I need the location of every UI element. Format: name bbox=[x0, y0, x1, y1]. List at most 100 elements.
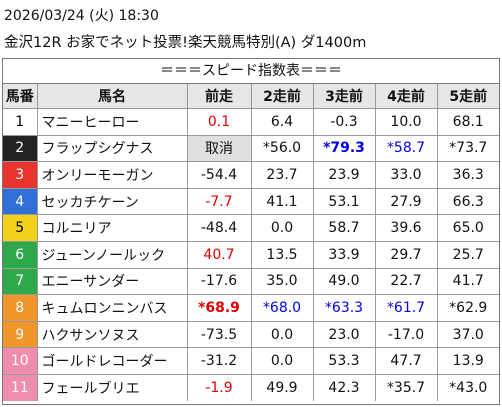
speed-index: 13.9 bbox=[436, 347, 499, 375]
horse-row: 6 ジューンノールック 40.7 13.5 33.9 29.7 25.7 bbox=[3, 240, 499, 269]
horse-number: 5 bbox=[3, 214, 38, 242]
speed-index: 6.4 bbox=[250, 108, 314, 136]
horse-name: フラップシグナス bbox=[36, 134, 188, 163]
speed-index: 68.1 bbox=[436, 108, 499, 136]
speed-index: *43.0 bbox=[436, 373, 499, 401]
horse-name: セッカチケーン bbox=[36, 187, 188, 216]
speed-index: 36.3 bbox=[436, 161, 499, 189]
horse-row: 5 コルニリア -48.4 0.0 58.7 39.6 65.0 bbox=[3, 214, 499, 242]
column-header: 馬名 bbox=[36, 84, 188, 109]
speed-index: 65.0 bbox=[436, 214, 499, 242]
horse-number: 4 bbox=[3, 187, 38, 216]
speed-index: 33.9 bbox=[312, 240, 376, 269]
horse-name: エニーサンダー bbox=[36, 267, 188, 296]
horse-number: 9 bbox=[3, 320, 38, 349]
table-title: ＝＝＝スピード指数表＝＝＝ bbox=[3, 59, 499, 84]
speed-index: 0.1 bbox=[186, 108, 252, 136]
speed-index: *62.9 bbox=[436, 294, 499, 322]
horse-name: キュムロンニンバス bbox=[36, 294, 188, 322]
column-header: 馬番 bbox=[3, 84, 38, 109]
column-header: 2走前 bbox=[250, 84, 314, 109]
speed-index: 29.7 bbox=[374, 240, 438, 269]
speed-table-box: ＝＝＝スピード指数表＝＝＝ 馬番 馬名 前走 2走前 3走前 4走前 5走前 1 マニーヒーロ… bbox=[2, 58, 500, 405]
speed-index: 25.7 bbox=[436, 240, 499, 269]
horse-row: 11 フェールブリエ -1.9 49.9 42.3 *35.7 *43.0 bbox=[3, 373, 499, 401]
speed-index: 41.7 bbox=[436, 267, 499, 296]
horse-row: 3 オンリーモーガン -54.4 23.7 23.9 33.0 36.3 bbox=[3, 161, 499, 189]
speed-index: 42.3 bbox=[312, 373, 376, 401]
speed-index: 0.0 bbox=[250, 347, 314, 375]
speed-index: 53.1 bbox=[312, 187, 376, 216]
horse-row: 1 マニーヒーロー 0.1 6.4 -0.3 10.0 68.1 bbox=[3, 108, 499, 136]
horse-name: オンリーモーガン bbox=[36, 161, 188, 189]
horse-name: フェールブリエ bbox=[36, 373, 188, 401]
speed-index: *68.0 bbox=[250, 294, 314, 322]
speed-index: 49.9 bbox=[250, 373, 314, 401]
race-title: 金沢12R お家でネット投票!楽天競馬特別(A) ダ1400m bbox=[4, 35, 367, 51]
horse-row: 4 セッカチケーン -7.7 41.1 53.1 27.9 66.3 bbox=[3, 187, 499, 216]
speed-index: -7.7 bbox=[186, 187, 252, 216]
speed-index: *56.0 bbox=[250, 134, 314, 163]
speed-index: 13.5 bbox=[250, 240, 314, 269]
speed-index: -17.6 bbox=[186, 267, 252, 296]
horse-row: 7 エニーサンダー -17.6 35.0 49.0 22.7 41.7 bbox=[3, 267, 499, 296]
horse-number: 6 bbox=[3, 240, 38, 269]
column-header: 5走前 bbox=[436, 84, 499, 109]
speed-index: 37.0 bbox=[436, 320, 499, 349]
race-date: 2026/03/24 (火) 18:30 bbox=[4, 8, 159, 24]
speed-index: *58.7 bbox=[374, 134, 438, 163]
speed-index: *61.7 bbox=[374, 294, 438, 322]
speed-index: 58.7 bbox=[312, 214, 376, 242]
speed-index: *79.3 bbox=[312, 134, 376, 163]
speed-index: -48.4 bbox=[186, 214, 252, 242]
speed-index: -73.5 bbox=[186, 320, 252, 349]
speed-index: 22.7 bbox=[374, 267, 438, 296]
speed-index: 66.3 bbox=[436, 187, 499, 216]
speed-index: *35.7 bbox=[374, 373, 438, 401]
horse-row: 9 ハクサンソヌス -73.5 0.0 23.0 -17.0 37.0 bbox=[3, 320, 499, 349]
speed-index: 49.0 bbox=[312, 267, 376, 296]
horse-number: 2 bbox=[3, 134, 38, 163]
speed-index: 23.7 bbox=[250, 161, 314, 189]
speed-index: 27.9 bbox=[374, 187, 438, 216]
speed-index: 23.9 bbox=[312, 161, 376, 189]
horse-name: ジューンノールック bbox=[36, 240, 188, 269]
column-header: 3走前 bbox=[312, 84, 376, 109]
speed-index: -1.9 bbox=[186, 373, 252, 401]
speed-index: 取消 bbox=[186, 134, 252, 163]
speed-index: 53.3 bbox=[312, 347, 376, 375]
speed-index: -54.4 bbox=[186, 161, 252, 189]
horse-row: 10 ゴールドレコーダー -31.2 0.0 53.3 47.7 13.9 bbox=[3, 347, 499, 375]
header-row: 馬番 馬名 前走 2走前 3走前 4走前 5走前 bbox=[3, 84, 499, 109]
speed-index: *73.7 bbox=[436, 134, 499, 163]
horse-number: 8 bbox=[3, 294, 38, 322]
speed-index: 0.0 bbox=[250, 320, 314, 349]
column-header: 4走前 bbox=[374, 84, 438, 109]
horse-number: 3 bbox=[3, 161, 38, 189]
speed-index: *68.9 bbox=[186, 294, 252, 322]
speed-index: -0.3 bbox=[312, 108, 376, 136]
horse-name: ハクサンソヌス bbox=[36, 320, 188, 349]
horse-number: 11 bbox=[3, 373, 38, 401]
horse-number: 1 bbox=[3, 108, 38, 136]
speed-index: -17.0 bbox=[374, 320, 438, 349]
speed-index: 10.0 bbox=[374, 108, 438, 136]
speed-index: 39.6 bbox=[374, 214, 438, 242]
speed-index: 0.0 bbox=[250, 214, 314, 242]
speed-table: 馬番 馬名 前走 2走前 3走前 4走前 5走前 1 マニーヒーロー 0.1 6.4 -0.3 10.… bbox=[3, 84, 499, 401]
horse-number: 7 bbox=[3, 267, 38, 296]
speed-index: 40.7 bbox=[186, 240, 252, 269]
speed-index: 41.1 bbox=[250, 187, 314, 216]
speed-index: 35.0 bbox=[250, 267, 314, 296]
horse-name: マニーヒーロー bbox=[36, 108, 188, 136]
horse-name: コルニリア bbox=[36, 214, 188, 242]
horse-row: 8 キュムロンニンバス *68.9 *68.0 *63.3 *61.7 *62.9 bbox=[3, 294, 499, 322]
column-header: 前走 bbox=[186, 84, 252, 109]
speed-index: -31.2 bbox=[186, 347, 252, 375]
speed-index: *63.3 bbox=[312, 294, 376, 322]
horse-row: 2 フラップシグナス 取消 *56.0 *79.3 *58.7 *73.7 bbox=[3, 134, 499, 163]
speed-index: 33.0 bbox=[374, 161, 438, 189]
horse-name: ゴールドレコーダー bbox=[36, 347, 188, 375]
horse-number: 10 bbox=[3, 347, 38, 375]
